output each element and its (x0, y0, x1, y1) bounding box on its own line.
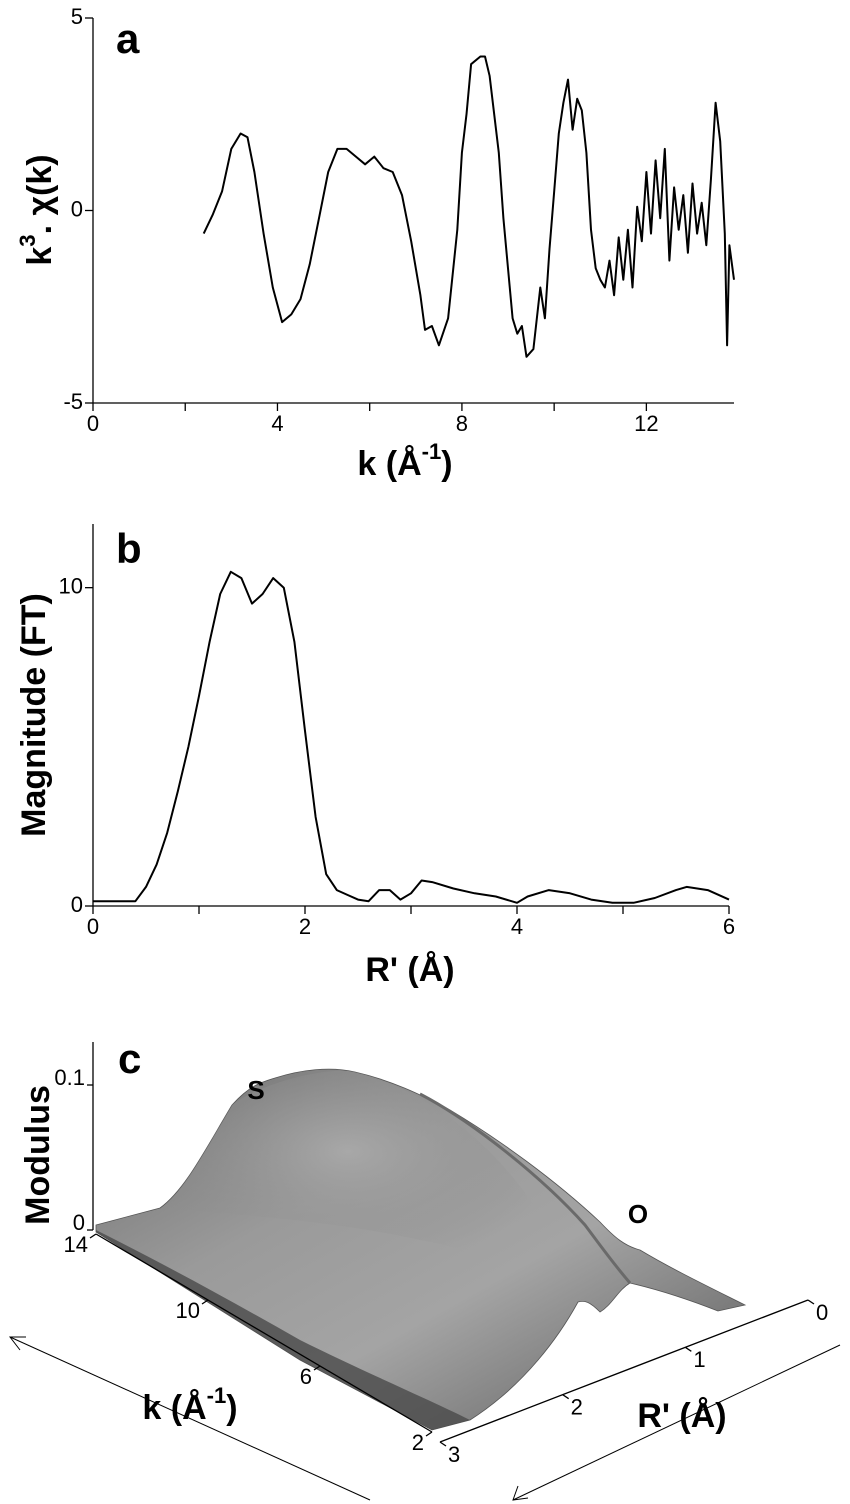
x-tick-label: 4 (271, 411, 283, 436)
y-tick-label: 5 (71, 4, 83, 29)
y-axis-label-part: 3 (15, 234, 40, 246)
k-tick (201, 1299, 209, 1305)
z-axis-label: Modulus (19, 1085, 57, 1225)
r-tick (807, 1299, 815, 1305)
x-axis-label-part: -1 (422, 439, 442, 464)
data-line (202, 55, 735, 358)
x-tick-label: 0 (87, 914, 99, 939)
k-axis-label-part: k (Å (142, 1389, 206, 1427)
z-tick-label: 0 (73, 1210, 85, 1235)
x-tick-label: 0 (87, 411, 99, 436)
r-tick (562, 1394, 570, 1400)
k-tick (89, 1233, 97, 1239)
k-axis-label: k (Å-1) (142, 1383, 237, 1427)
y-axis-label-part: k (21, 247, 59, 266)
k-tick (313, 1365, 321, 1371)
surface (95, 1068, 747, 1431)
panel-letter: a (116, 15, 140, 62)
k-tick-label: 10 (176, 1298, 200, 1323)
r-tick (439, 1441, 447, 1447)
k-tick-label: 6 (300, 1364, 312, 1389)
annotation: O (628, 1199, 648, 1229)
y-axis-label: Magnitude (FT) (15, 593, 53, 837)
k-tick (425, 1431, 433, 1437)
x-tick-label: 8 (456, 411, 468, 436)
annotation: S (247, 1075, 264, 1105)
x-tick-label: 6 (723, 914, 735, 939)
z-tick-label: 0.1 (54, 1065, 85, 1090)
y-tick-label: 0 (71, 196, 83, 221)
x-tick-label: 4 (511, 914, 523, 939)
x-axis-label: k (Å-1) (357, 439, 452, 483)
direction-arrows (8, 1336, 841, 1501)
x-axis-label-part: ) (441, 445, 452, 483)
x-axis-label-part: k (Å (357, 445, 421, 483)
r-tick (684, 1346, 692, 1352)
r-axis-label: R' (Å) (637, 1397, 726, 1435)
x-tick-label: 2 (299, 914, 311, 939)
y-axis-label: k3. χ(k) (15, 154, 59, 265)
panel-letter: c (118, 1035, 141, 1082)
r-tick-label: 3 (448, 1442, 460, 1467)
x-axis-label: R' (Å) (365, 951, 454, 989)
y-axis-label-part: . χ(k) (21, 154, 59, 234)
y-tick-label: 10 (59, 573, 83, 598)
r-tick-label: 0 (816, 1300, 828, 1325)
y-tick-label: 0 (71, 892, 83, 917)
r-tick-label: 2 (571, 1394, 583, 1419)
r-tick-label: 1 (693, 1347, 705, 1372)
panel-letter: b (116, 525, 142, 572)
k-axis-label-part: ) (226, 1389, 237, 1427)
data-line (93, 570, 730, 904)
k-tick-label: 14 (64, 1232, 88, 1257)
r-axis (439, 1299, 809, 1443)
k-axis-label-part: -1 (207, 1383, 227, 1408)
y-tick-label: -5 (63, 389, 83, 414)
k-axis (95, 1233, 433, 1433)
x-tick-label: 12 (634, 411, 658, 436)
k-tick-label: 2 (412, 1430, 424, 1455)
